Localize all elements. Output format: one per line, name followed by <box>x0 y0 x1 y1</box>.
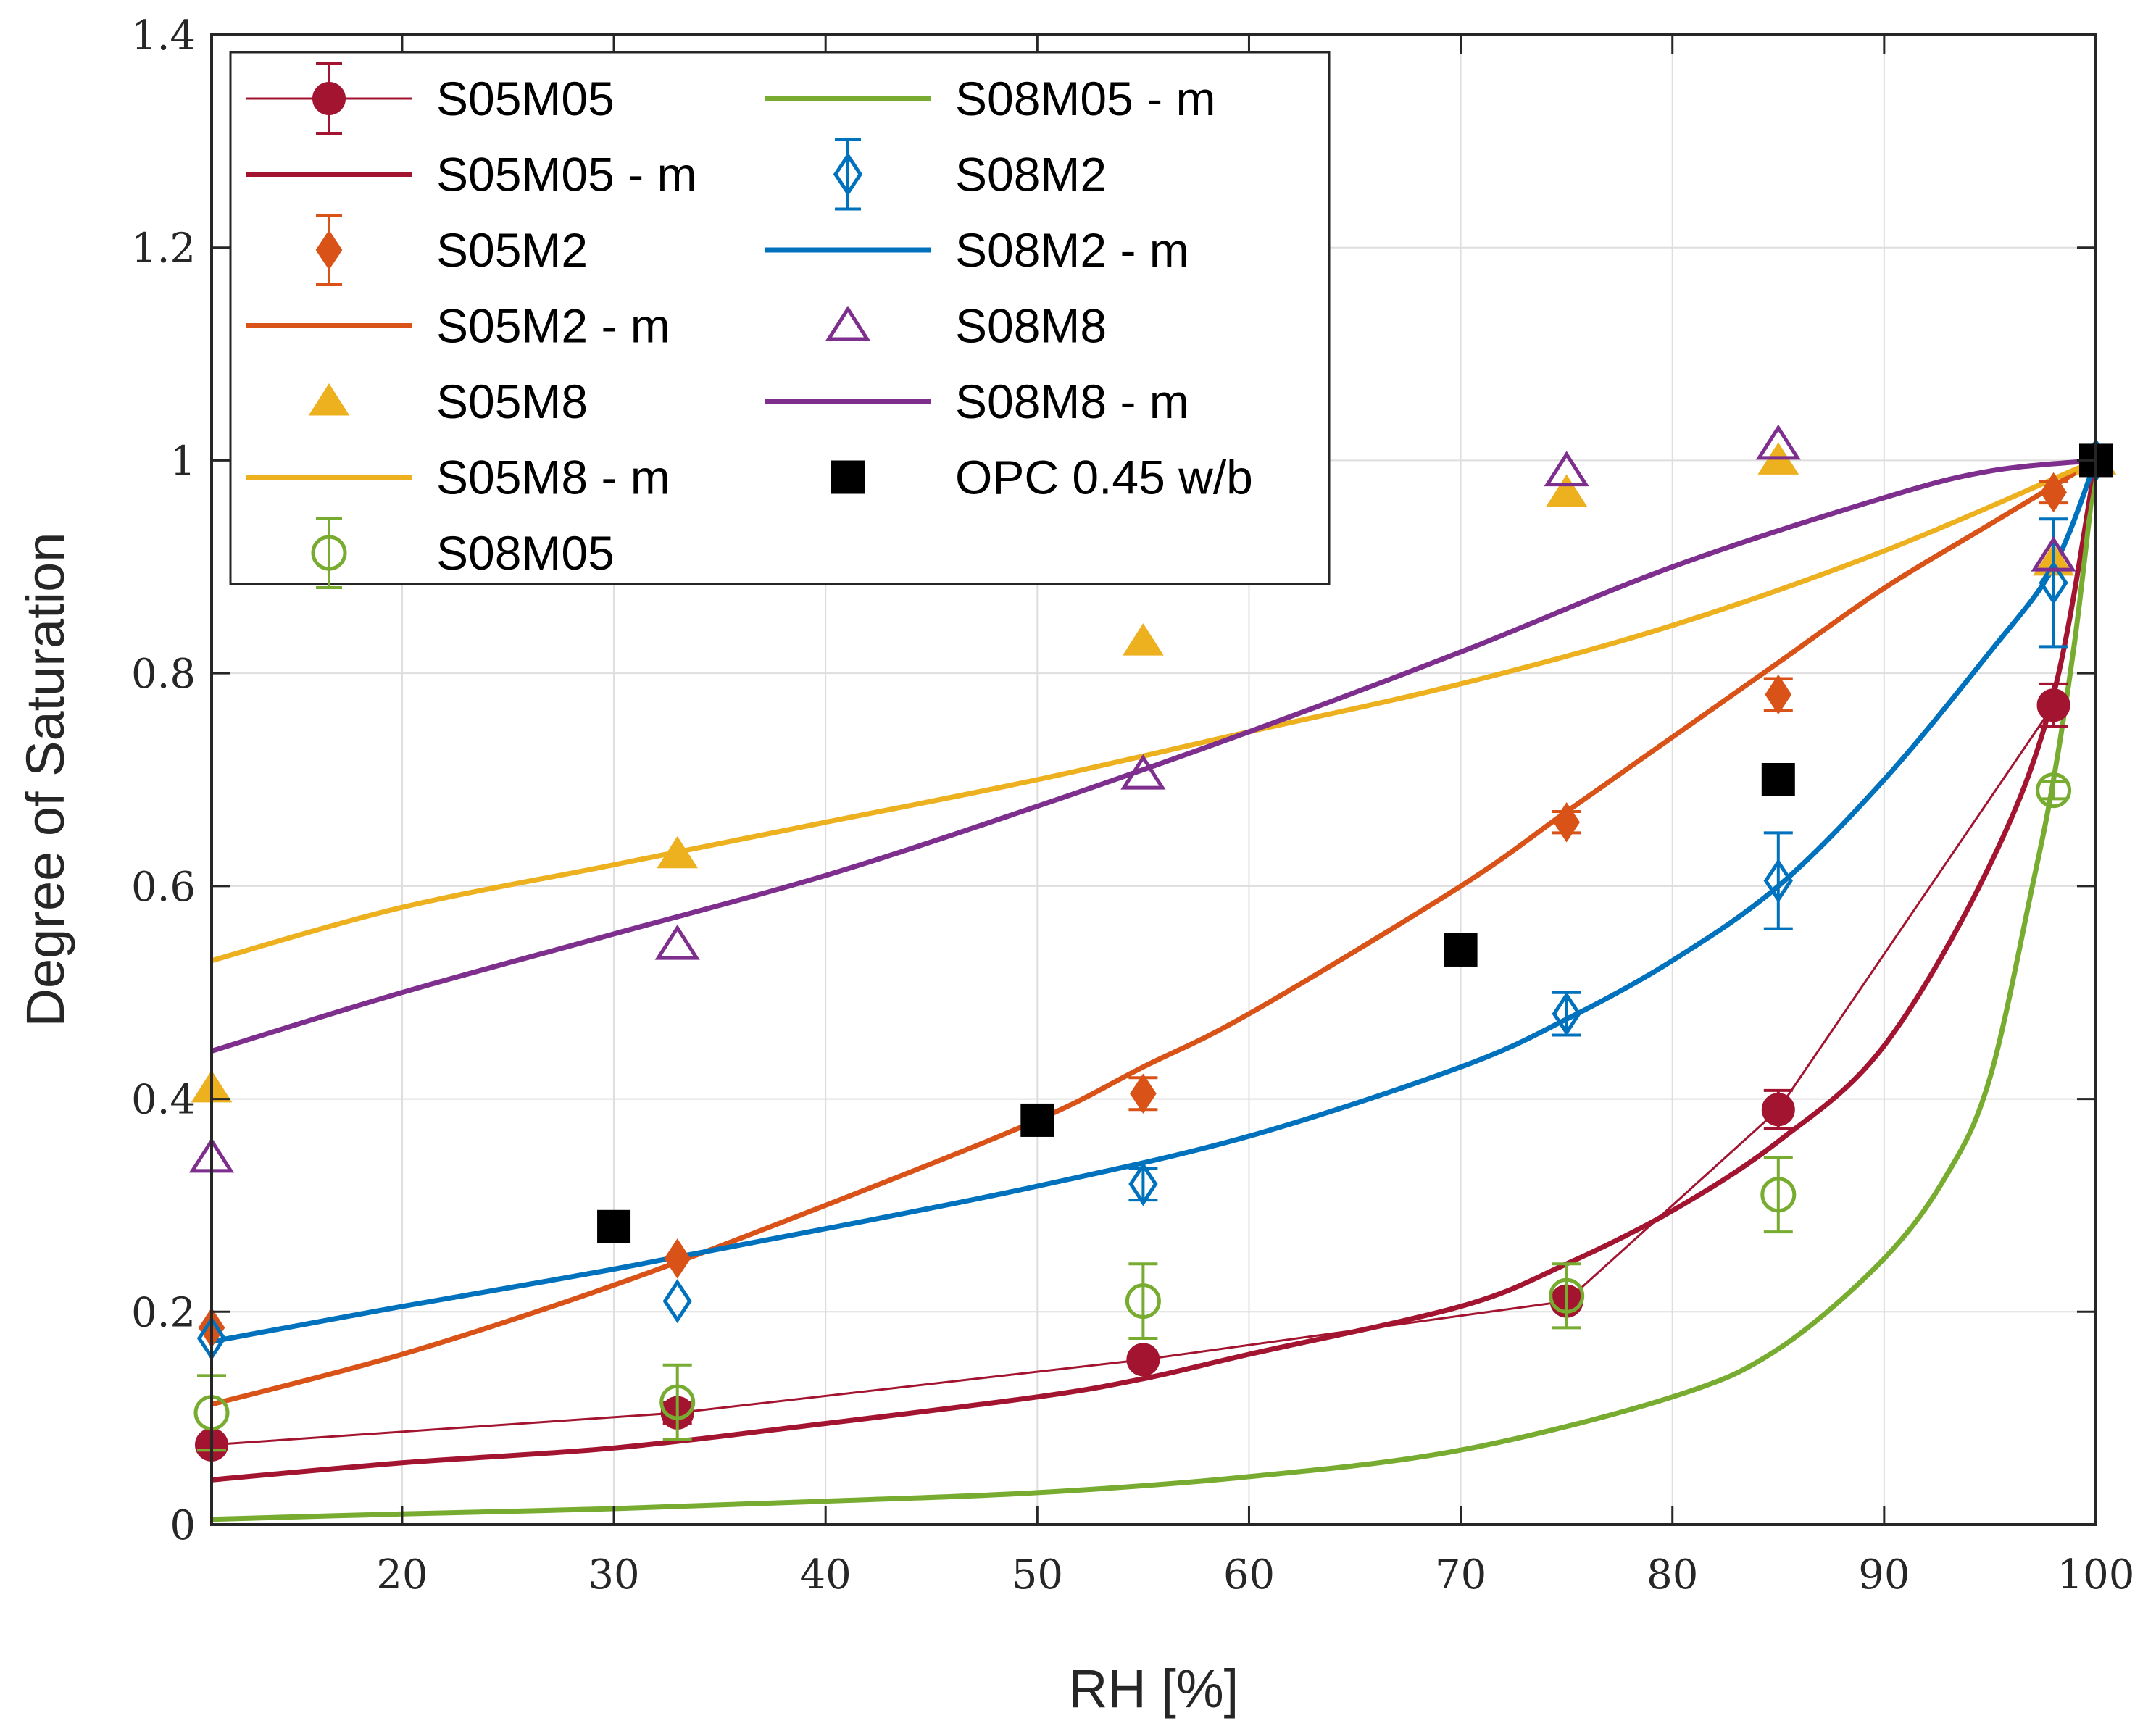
x-tick-label: 50 <box>1012 1551 1063 1598</box>
data-point <box>2036 688 2070 722</box>
legend-marker <box>831 460 865 494</box>
y-tick-label: 1.4 <box>131 12 196 59</box>
s08m8-m-curve <box>210 457 2097 1054</box>
y-tick-label: 0 <box>170 1502 196 1549</box>
s05m8-m-curve <box>211 458 2097 964</box>
legend-marker <box>825 305 871 341</box>
legend-label: S05M8 <box>436 375 588 428</box>
data-point <box>1763 859 1793 904</box>
data-point <box>1020 1103 1054 1137</box>
data-point <box>1130 1073 1157 1114</box>
data-point <box>1552 991 1581 1036</box>
legend-marker <box>308 383 350 416</box>
legend-label: S08M2 - m <box>955 223 1189 277</box>
x-tick-label: 70 <box>1435 1551 1486 1598</box>
legend-item-s08m8: S08M8 <box>825 299 1107 353</box>
plot-frame <box>210 33 2097 1526</box>
y-tick-label: 0.4 <box>131 1077 196 1124</box>
legend-marker <box>311 535 347 571</box>
legend-item-s08m2-m: S08M2 - m <box>765 223 1189 277</box>
legend-marker <box>312 82 346 115</box>
s08m05-series <box>193 772 2072 1452</box>
data-point <box>1553 801 1581 843</box>
x-tick-label: 20 <box>376 1551 428 1598</box>
legend-item-s05m05-m: S05M05 - m <box>246 148 696 201</box>
legend-marker <box>315 230 343 270</box>
s05m05-series <box>195 443 2113 1462</box>
data-point <box>1546 474 1588 507</box>
data-point <box>1126 1343 1160 1377</box>
legend-box <box>229 51 1331 585</box>
x-tick-label: 90 <box>1858 1551 1910 1598</box>
data-point <box>1544 451 1589 487</box>
legend-item-s05m8-m: S05M8 - m <box>246 451 670 504</box>
x-tick-label: 100 <box>2057 1551 2135 1598</box>
legend-label: S08M8 - m <box>955 375 1189 428</box>
data-point <box>1120 754 1166 790</box>
legend-item-s08m2: S08M2 <box>833 138 1107 211</box>
x-axis-label: RH [%] <box>1069 1659 1239 1719</box>
data-point <box>1765 674 1792 715</box>
legend-label: S08M8 <box>955 299 1107 353</box>
legend-label: S08M05 <box>436 526 615 580</box>
data-point <box>1761 1093 1795 1127</box>
y-tick-label: 0.6 <box>131 864 196 911</box>
s08m2-m-curve <box>211 459 2099 1344</box>
legend-item-s05m2: S05M2 <box>315 214 588 286</box>
x-tick-label: 40 <box>800 1551 852 1598</box>
legend-label: S05M05 - m <box>436 148 696 201</box>
data-point <box>659 1384 696 1420</box>
data-point <box>662 1279 692 1324</box>
data-point <box>597 1209 631 1243</box>
x-tick-label: 60 <box>1223 1551 1275 1598</box>
legend-label: S08M2 <box>955 148 1107 201</box>
s05m2-m-curve <box>211 458 2097 1407</box>
opc-0-45-w-b-series <box>597 443 2113 1243</box>
legend-label: OPC 0.45 w/b <box>955 451 1253 504</box>
data-point <box>654 924 700 960</box>
data-point <box>2040 472 2067 513</box>
y-axis-ticks: 0 0.2 0.4 0.6 0.8 1 1.2 1.4 <box>131 12 2096 1549</box>
s05m05-m-curve <box>211 459 2099 1483</box>
legend-item-s05m05: S05M05 <box>246 62 615 135</box>
x-tick-label: 80 <box>1647 1551 1698 1598</box>
legend-label: S05M2 <box>436 223 588 277</box>
data-point <box>2039 560 2068 605</box>
data-point <box>1128 1162 1158 1206</box>
data-point <box>657 835 699 869</box>
y-tick-label: 0.2 <box>131 1289 196 1336</box>
x-axis-ticks: 20 30 40 50 60 70 80 90 100 <box>376 35 2134 1598</box>
legend: S05M05 S05M05 - m S05M2 S05M2 - m S05M8 S05M8… <box>229 51 1331 589</box>
data-point <box>1444 933 1478 967</box>
s08m05-m-curve <box>211 459 2099 1522</box>
data-point <box>1549 1277 1585 1314</box>
data-point <box>1761 763 1795 796</box>
legend-label: S05M2 - m <box>436 299 670 353</box>
x-tick-label: 30 <box>588 1551 639 1598</box>
legend-item-s05m8: S05M8 <box>308 375 588 428</box>
legend-marker <box>833 152 863 196</box>
legend-item-s08m8-m: S08M8 - m <box>765 375 1189 428</box>
y-tick-label: 1 <box>170 438 196 485</box>
y-tick-label: 1.2 <box>131 225 196 272</box>
data-point <box>1123 623 1164 656</box>
data-point <box>2036 772 2072 809</box>
legend-item-s05m2-m: S05M2 - m <box>246 299 670 353</box>
y-axis-label: Degree of Saturation <box>15 533 75 1028</box>
data-point <box>1760 1177 1797 1213</box>
data-point <box>1125 1283 1161 1320</box>
data-point <box>664 1238 691 1279</box>
data-points <box>188 424 2117 1462</box>
data-point <box>1755 424 1801 460</box>
legend-item-s08m05: S08M05 <box>311 517 615 589</box>
legend-label: S05M8 - m <box>436 451 670 504</box>
legend-item-s08m05-m: S08M05 - m <box>765 72 1215 125</box>
legend-item-opc-0-45-w-b: OPC 0.45 w/b <box>831 451 1253 504</box>
legend-label: S05M05 <box>436 72 615 125</box>
y-tick-label: 0.8 <box>131 651 196 698</box>
data-point <box>2031 535 2076 572</box>
legend-label: S08M05 - m <box>955 72 1215 125</box>
